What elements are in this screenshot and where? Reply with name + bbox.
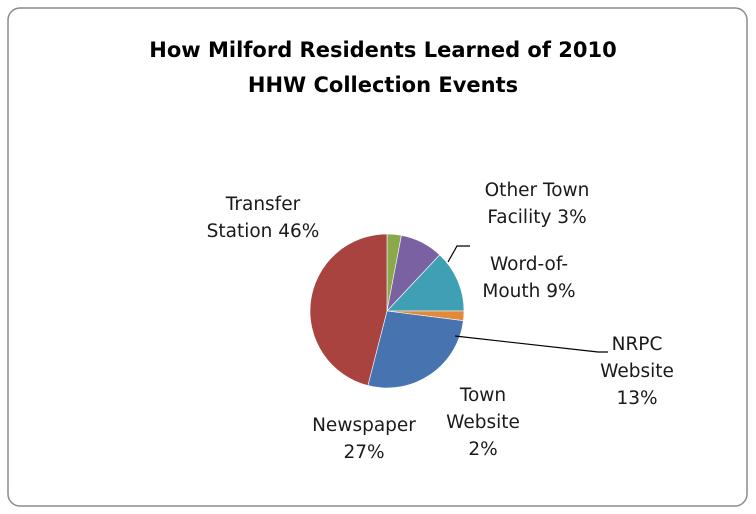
slice-label-town-website-line-3: 2% <box>468 439 497 460</box>
pie-slices <box>309 233 465 389</box>
slice-label-other-town-facility-line-1: Other Town <box>485 180 590 201</box>
slice-label-transfer-station-line-2: Station 46% <box>207 221 320 242</box>
slice-label-newspaper-line-2: 27% <box>343 442 384 463</box>
leader-line-nrpc-website <box>454 335 608 353</box>
chart-title-line-2: HHW Collection Events <box>248 73 518 97</box>
slice-label-nrpc-website-line-1: NRPC <box>612 334 663 355</box>
chart-title-line-1: How Milford Residents Learned of 2010 <box>149 38 616 62</box>
pie-slice-transfer-station <box>309 233 388 386</box>
slice-label-word-of-mouth-line-2: Mouth 9% <box>482 281 575 302</box>
slice-label-transfer-station-line-1: Transfer <box>225 194 301 215</box>
slice-label-word-of-mouth-line-1: Word-of- <box>490 254 568 275</box>
leader-line-other-town-facility <box>447 245 470 263</box>
pie-slice-nrpc-website <box>386 254 465 312</box>
pie-slice-newspaper <box>367 310 464 389</box>
slice-label-nrpc-website-line-2: Website <box>600 361 674 382</box>
slice-labels: Other Town Facility 3% Word-of- Mouth 9% NRP… <box>207 180 674 463</box>
slice-label-other-town-facility-line-2: Facility 3% <box>487 207 586 228</box>
slice-label-newspaper-line-1: Newspaper <box>312 415 416 436</box>
leader-lines <box>447 245 608 353</box>
slice-label-town-website-line-2: Website <box>446 412 520 433</box>
slice-label-nrpc-website-line-3: 13% <box>616 388 657 409</box>
slice-label-town-website-line-1: Town <box>459 385 506 406</box>
